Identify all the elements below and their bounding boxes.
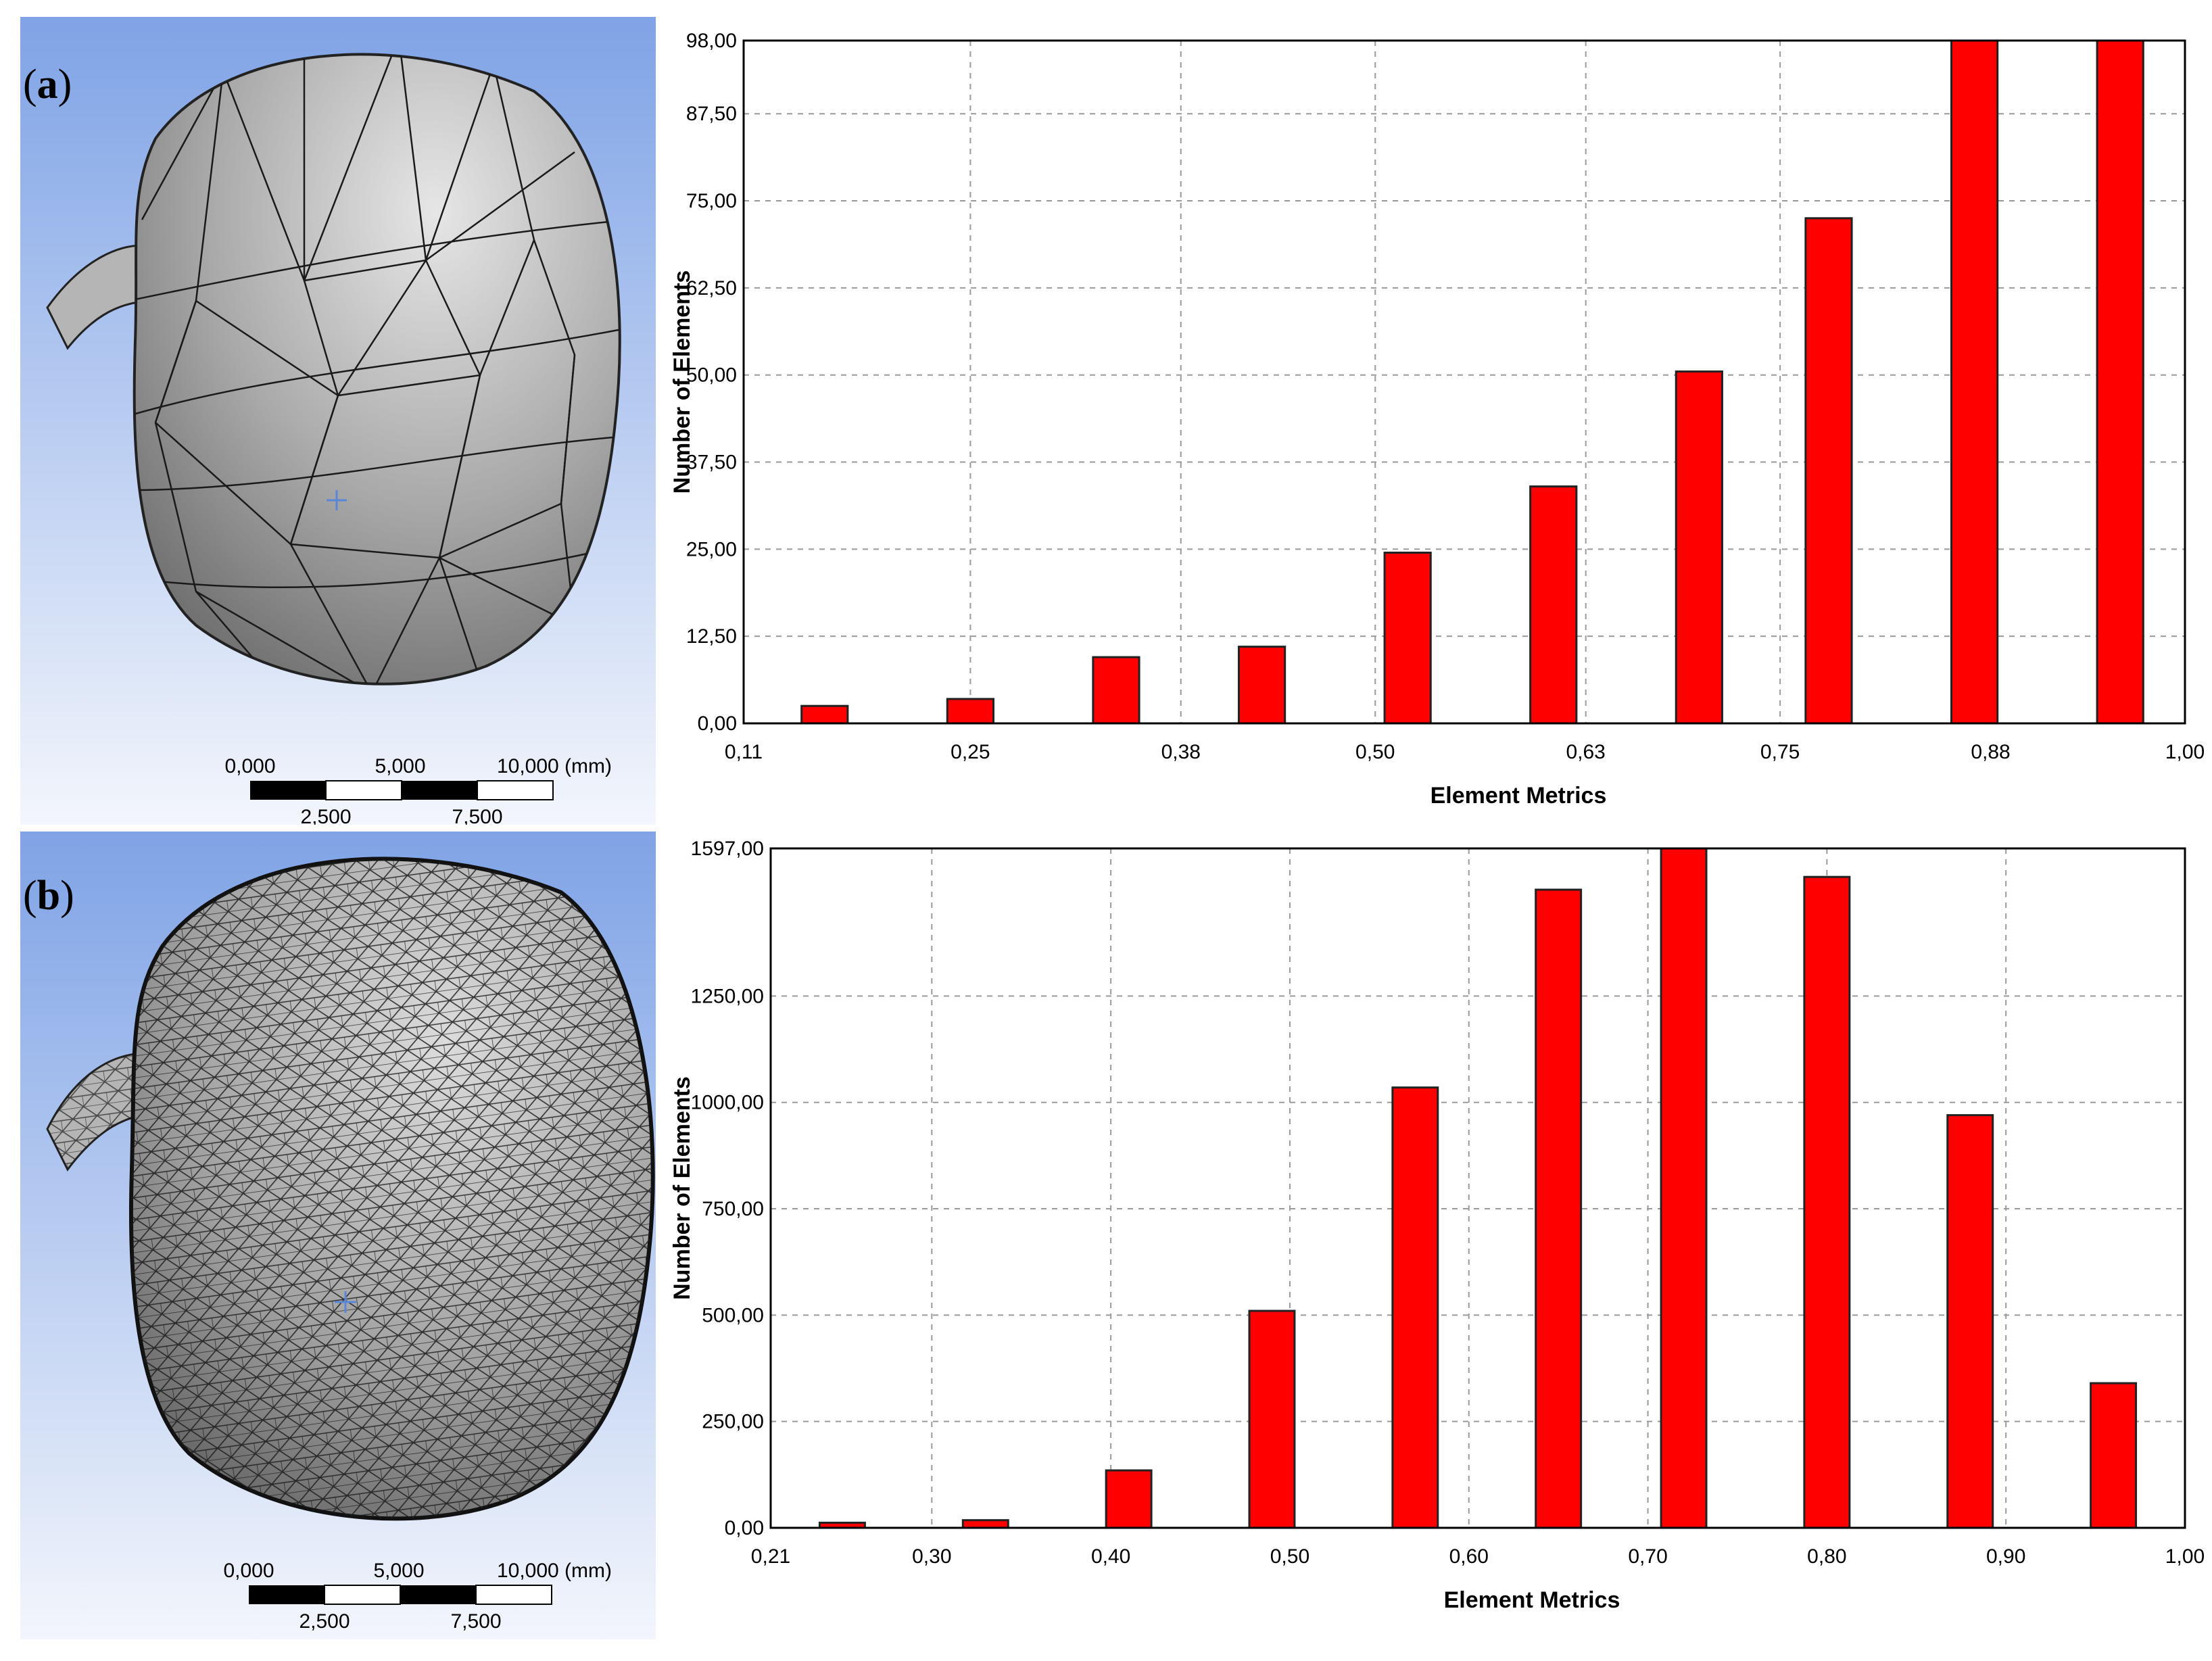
scale-top-0: 0,000	[224, 755, 275, 777]
y-tick-label: 37,50	[686, 452, 737, 474]
panel-label-a: (a)	[23, 62, 72, 107]
mesh-lines	[130, 859, 653, 1519]
mesh-viewport-b: 0,000 5,000 10,000 (mm) 2,500 7,500	[20, 832, 656, 1639]
x-axis-title: Element Metrics	[1444, 1587, 1620, 1613]
x-tick-label: 0,25	[951, 741, 990, 763]
x-tick-label: 0,90	[1986, 1545, 2025, 1568]
apple-body	[133, 53, 621, 685]
scale-bottom-0: 2,500	[299, 1610, 350, 1633]
bar	[1950, 39, 1999, 725]
x-tick-label: 0,80	[1807, 1545, 1846, 1568]
y-tick-label: 98,00	[686, 30, 737, 52]
y-tick-label: 62,50	[686, 277, 737, 299]
bar	[1092, 656, 1140, 725]
fine-mesh-image: 0,000 5,000 10,000 (mm) 2,500 7,500	[20, 832, 656, 1639]
x-tick-label: 1,00	[2165, 1545, 2204, 1568]
x-tick-label: 0,50	[1355, 741, 1395, 763]
scale-bottom-1: 7,500	[452, 806, 502, 825]
y-tick-label: 250,00	[702, 1411, 764, 1433]
x-tick-label: 0,75	[1760, 741, 1800, 763]
bar	[1804, 217, 1853, 725]
x-tick-label: 0,50	[1270, 1545, 1309, 1568]
bar	[1237, 646, 1287, 725]
bar	[1803, 875, 1851, 1529]
scale-bottom-1: 7,500	[450, 1610, 501, 1633]
x-axis-title: Element Metrics	[1430, 783, 1607, 809]
y-tick-label: 1597,00	[691, 838, 764, 860]
y-tick-label: 1000,00	[691, 1092, 764, 1114]
x-tick-label: 0,40	[1091, 1545, 1130, 1568]
y-tick-label: 75,00	[686, 190, 737, 212]
bar	[1529, 485, 1578, 725]
scale-bottom-0: 2,500	[300, 806, 351, 825]
x-tick-label: 0,21	[751, 1545, 790, 1568]
y-tick-label: 12,50	[686, 625, 737, 648]
y-tick-label: 50,00	[686, 364, 737, 387]
scale-bar-a: 0,000 5,000 10,000 (mm) 2,500 7,500	[224, 755, 612, 825]
scale-top-2: 10,000 (mm)	[497, 755, 612, 777]
bar	[961, 1519, 1009, 1529]
y-tick-label: 500,00	[702, 1304, 764, 1326]
bar	[946, 698, 994, 725]
origin-marker	[335, 1291, 356, 1313]
bar	[2090, 1382, 2138, 1529]
x-tick-label: 0,70	[1628, 1545, 1667, 1568]
histogram-chart-b: 0,00 250,00 500,00 750,00 1000,00 1250,00 1597…	[656, 832, 2204, 1661]
x-tick-label: 1,00	[2165, 741, 2204, 763]
x-tick-label: 0,38	[1161, 741, 1201, 763]
scale-bar-b: 0,000 5,000 10,000 (mm) 2,500 7,500	[223, 1560, 612, 1633]
axes-frame	[742, 39, 2186, 725]
scale-top-1: 5,000	[373, 1560, 424, 1582]
y-tick-label: 0,00	[725, 1517, 764, 1539]
mesh-lines	[134, 54, 620, 684]
histogram-svg-b: 0,00 250,00 500,00 750,00 1000,00 1250,00 1597…	[669, 838, 2204, 1613]
histogram-chart-a: 0,00 12,50 25,00 37,50 50,00 62,50 75,00 87,50 9…	[656, 0, 2204, 832]
scale-top-0: 0,000	[223, 1560, 274, 1582]
panel-label-b: (b)	[23, 873, 74, 919]
y-tick-label: 750,00	[702, 1198, 764, 1220]
x-tick-label: 0,88	[1971, 741, 2010, 763]
bar	[1535, 888, 1583, 1529]
bar	[2096, 39, 2144, 725]
y-tick-label: 1250,00	[691, 985, 764, 1007]
y-tick-label: 87,50	[686, 103, 737, 125]
y-tick-label: 0,00	[698, 713, 737, 735]
y-tick-label: 25,00	[686, 538, 737, 560]
bar	[1660, 847, 1708, 1529]
histogram-svg-a: 0,00 12,50 25,00 37,50 50,00 62,50 75,00 87,50 9…	[669, 30, 2204, 809]
axes-frame	[769, 847, 2186, 1529]
x-tick-label: 0,11	[725, 741, 763, 763]
scale-top-1: 5,000	[375, 755, 425, 777]
grid-lines	[744, 41, 2185, 723]
scale-top-2: 10,000 (mm)	[497, 1560, 612, 1582]
mesh-viewport-a: 0,000 5,000 10,000 (mm) 2,500 7,500	[20, 17, 656, 825]
bar	[1391, 1086, 1439, 1529]
bar	[1105, 1469, 1153, 1529]
bar	[800, 704, 849, 725]
bar	[1248, 1309, 1296, 1529]
bar	[1946, 1114, 1994, 1529]
bar	[1383, 552, 1432, 725]
x-tick-label: 0,30	[912, 1545, 951, 1568]
x-tick-label: 0,60	[1449, 1545, 1489, 1568]
y-axis-title: Number of Elements	[669, 1076, 695, 1300]
origin-marker	[327, 490, 347, 510]
y-axis-title: Number of Elements	[669, 270, 695, 494]
stem-shape	[46, 244, 157, 350]
bar	[1675, 370, 1723, 725]
plot-area	[744, 41, 2185, 723]
x-tick-label: 0,63	[1566, 741, 1605, 763]
coarse-mesh-image: 0,000 5,000 10,000 (mm) 2,500 7,500	[20, 17, 656, 825]
